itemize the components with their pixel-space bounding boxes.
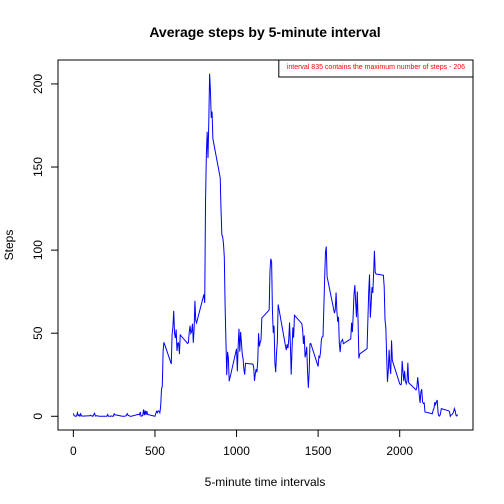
x-axis-label: 5-minute time intervals [205,475,326,489]
x-tick-label: 1500 [305,444,332,458]
legend-text: interval 835 contains the maximum number… [287,64,465,71]
x-tick-label: 2000 [386,444,413,458]
y-tick-label: 0 [31,413,45,420]
y-tick-label: 100 [31,240,45,260]
y-tick-label: 50 [31,326,45,340]
x-tick-label: 500 [145,444,165,458]
x-tick-label: 1000 [223,444,250,458]
data-line [72,73,459,418]
x-tick-label: 0 [70,444,77,458]
legend-box [278,59,474,78]
y-tick-label: 150 [31,157,45,177]
y-tick-label: 200 [31,74,45,94]
chart-title: Average steps by 5-minute interval [149,24,380,40]
y-axis-label: Steps [2,230,16,261]
